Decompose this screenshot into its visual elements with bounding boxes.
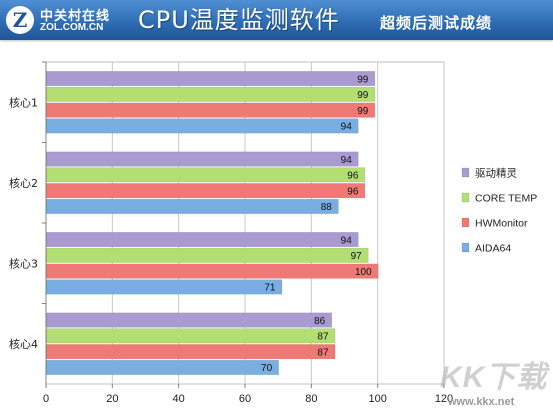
x-tick-label: 100 [368, 393, 386, 405]
bar [46, 263, 379, 279]
data-label: 88 [321, 202, 333, 213]
category-label: 核心2 [9, 176, 38, 190]
bar [46, 167, 366, 183]
legend-swatch [461, 192, 470, 203]
legend-label: 驱动精灵 [475, 167, 517, 180]
data-label: 97 [351, 251, 363, 262]
legend-swatch [461, 217, 470, 228]
chart-subtitle: 超频后测试成绩 [380, 14, 493, 32]
data-label: 70 [261, 363, 273, 374]
bar [46, 118, 359, 134]
data-label: 99 [357, 90, 369, 101]
data-label: 87 [317, 347, 329, 358]
watermark-logo: KK下载 [440, 361, 548, 394]
category-label: 核心4 [9, 337, 38, 351]
legend-swatch [461, 167, 470, 178]
bar [46, 198, 339, 214]
x-tick-label: 60 [239, 393, 251, 405]
bar [46, 102, 376, 118]
data-label: 87 [317, 332, 329, 343]
bar [46, 151, 359, 167]
x-tick-label: 0 [43, 393, 49, 405]
x-tick-label: 120 [435, 393, 453, 405]
data-label: 94 [341, 235, 353, 246]
zol-logo-icon: Z [6, 6, 34, 34]
legend-label: CORE TEMP [475, 193, 537, 205]
category-label: 核心1 [9, 95, 38, 109]
data-label: 96 [347, 171, 359, 182]
category-label: 核心3 [9, 256, 38, 270]
bar [46, 279, 283, 295]
bar [46, 232, 359, 248]
x-tick-label: 40 [173, 393, 185, 405]
bar [46, 312, 333, 328]
bar [46, 344, 336, 360]
data-label: 99 [357, 106, 369, 117]
data-label: 99 [357, 74, 369, 85]
x-tick-label: 20 [106, 393, 118, 405]
data-label: 96 [347, 186, 359, 197]
bar [46, 328, 336, 344]
logo-chinese-text: 中关村在线 [40, 9, 111, 24]
header-banner: Z 中关村在线 ZOL.COM.CN CPU温度监测软件 超频后测试成绩 [0, 0, 553, 40]
data-label: 86 [314, 316, 326, 327]
bar [46, 71, 376, 87]
legend-swatch [461, 242, 470, 253]
bar [46, 247, 369, 263]
bar [46, 359, 279, 376]
data-label: 94 [341, 122, 353, 133]
watermark-url: www.kkx.net [448, 396, 515, 408]
data-label: 100 [355, 267, 372, 278]
legend-label: HWMonitor [475, 218, 528, 230]
data-label: 71 [264, 283, 276, 294]
bar [46, 86, 376, 102]
legend-label: AIDA64 [475, 243, 511, 255]
chart-title: CPU温度监测软件 [138, 6, 340, 34]
data-label: 94 [341, 155, 353, 166]
x-tick-label: 80 [305, 393, 317, 405]
logo-english-text: ZOL.COM.CN [40, 22, 104, 33]
bar [46, 183, 366, 199]
